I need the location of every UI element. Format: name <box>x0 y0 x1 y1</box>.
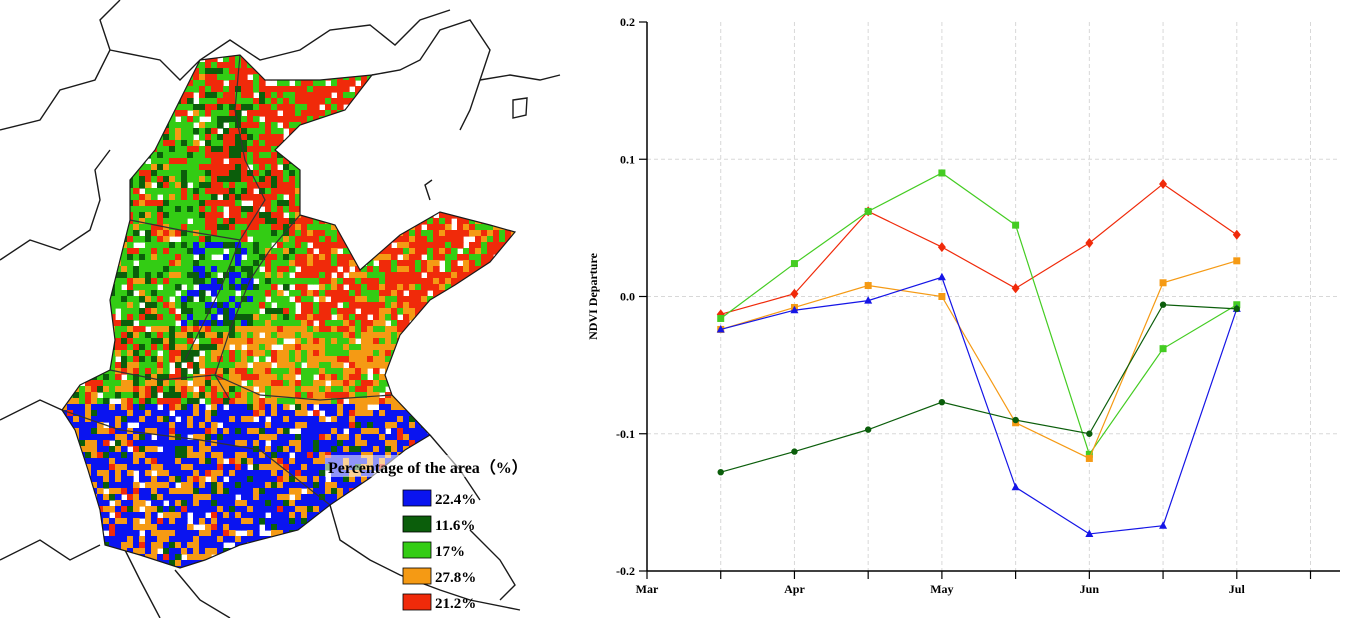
y-tick-label: -0.2 <box>616 564 635 578</box>
series-3-point-4 <box>1012 483 1020 491</box>
legend-label-0: 22.4% <box>435 492 476 508</box>
series-line-3 <box>721 277 1237 534</box>
series-3-point-6 <box>1159 521 1167 529</box>
series-4-point-2 <box>865 426 871 432</box>
series-2-point-5 <box>1086 455 1093 462</box>
series-0-point-6 <box>1159 179 1167 189</box>
legend-swatch-0 <box>403 490 431 506</box>
x-tick-label: May <box>930 582 953 596</box>
series-1-point-3 <box>938 169 945 176</box>
legend-label-4: 21.2% <box>435 596 476 612</box>
series-0-point-5 <box>1085 238 1093 248</box>
series-0-point-3 <box>938 242 946 252</box>
series-4-point-3 <box>939 399 945 405</box>
series-2-point-3 <box>938 293 945 300</box>
legend-swatch-2 <box>403 542 431 558</box>
y-axis-label: NDVI Departure <box>586 252 600 339</box>
x-tick-label: Mar <box>636 582 659 596</box>
y-tick-label: 0.0 <box>620 290 635 304</box>
series-line-0 <box>721 184 1237 314</box>
series-1-point-6 <box>1160 345 1167 352</box>
series-1-point-2 <box>865 208 872 215</box>
series-2-point-2 <box>865 282 872 289</box>
series-line-1 <box>721 173 1237 454</box>
legend-title: Percentage of the area（%） <box>328 459 528 477</box>
legend-label-3: 27.8% <box>435 570 476 586</box>
series-1-point-1 <box>791 260 798 267</box>
series-4-point-1 <box>791 448 797 454</box>
series-4-point-6 <box>1160 302 1166 308</box>
series-4-point-0 <box>718 469 724 475</box>
legend-swatch-3 <box>403 568 431 584</box>
ndvi-map-panel: Percentage of the area（%） 22.4% 11.6% 17% 2… <box>0 0 575 618</box>
y-tick-label: -0.1 <box>616 427 635 441</box>
series-4-point-4 <box>1012 417 1018 423</box>
legend-label-2: 17% <box>435 544 465 560</box>
y-tick-label: 0.2 <box>620 15 635 29</box>
legend-label-1: 11.6% <box>435 518 475 534</box>
series-4-point-7 <box>1234 306 1240 312</box>
legend-swatch-1 <box>403 516 431 532</box>
series-4-point-5 <box>1086 431 1092 437</box>
series-3-point-3 <box>938 273 946 281</box>
x-tick-label: Jul <box>1229 582 1246 596</box>
x-tick-label: Apr <box>784 582 805 596</box>
series-line-4 <box>721 305 1237 472</box>
series-0-point-7 <box>1233 230 1241 240</box>
legend-swatch-4 <box>403 594 431 610</box>
x-tick-label: Jun <box>1080 582 1100 596</box>
series-2-point-7 <box>1233 257 1240 264</box>
y-tick-label: 0.1 <box>620 152 635 166</box>
series-0-point-4 <box>1012 283 1020 293</box>
series-1-point-0 <box>717 315 724 322</box>
series-1-point-4 <box>1012 222 1019 229</box>
ndvi-map: Percentage of the area（%） 22.4% 11.6% 17% 2… <box>0 0 575 618</box>
series-2-point-6 <box>1160 279 1167 286</box>
series-layer <box>717 169 1241 536</box>
